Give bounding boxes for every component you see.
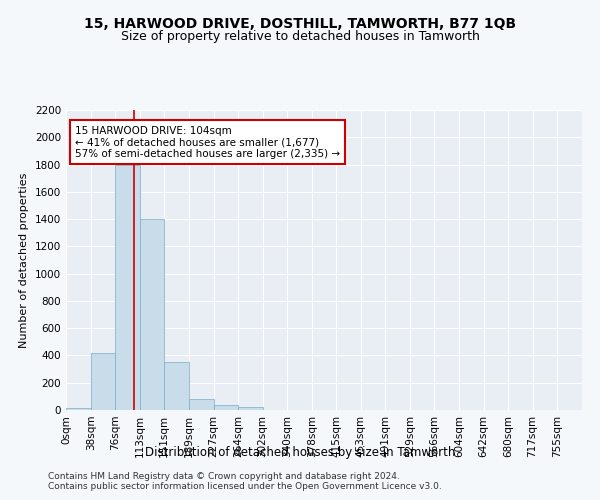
Bar (164, 362, 189, 410)
Text: Size of property relative to detached houses in Tamworth: Size of property relative to detached ho… (121, 30, 479, 43)
Text: Contains public sector information licensed under the Open Government Licence v3: Contains public sector information licen… (48, 482, 442, 491)
Text: Distribution of detached houses by size in Tamworth: Distribution of detached houses by size … (145, 446, 455, 459)
Bar (115, 164, 140, 410)
Bar (189, 399, 214, 410)
Y-axis label: Number of detached properties: Number of detached properties (19, 172, 29, 348)
Text: Contains HM Land Registry data © Crown copyright and database right 2024.: Contains HM Land Registry data © Crown c… (48, 472, 400, 481)
Bar (66, 408, 91, 410)
Bar (238, 408, 263, 410)
Text: 15, HARWOOD DRIVE, DOSTHILL, TAMWORTH, B77 1QB: 15, HARWOOD DRIVE, DOSTHILL, TAMWORTH, B… (84, 18, 516, 32)
Bar (214, 405, 238, 410)
Bar (140, 219, 164, 410)
Bar (91, 352, 115, 410)
Text: 15 HARWOOD DRIVE: 104sqm
← 41% of detached houses are smaller (1,677)
57% of sem: 15 HARWOOD DRIVE: 104sqm ← 41% of detach… (75, 126, 340, 159)
